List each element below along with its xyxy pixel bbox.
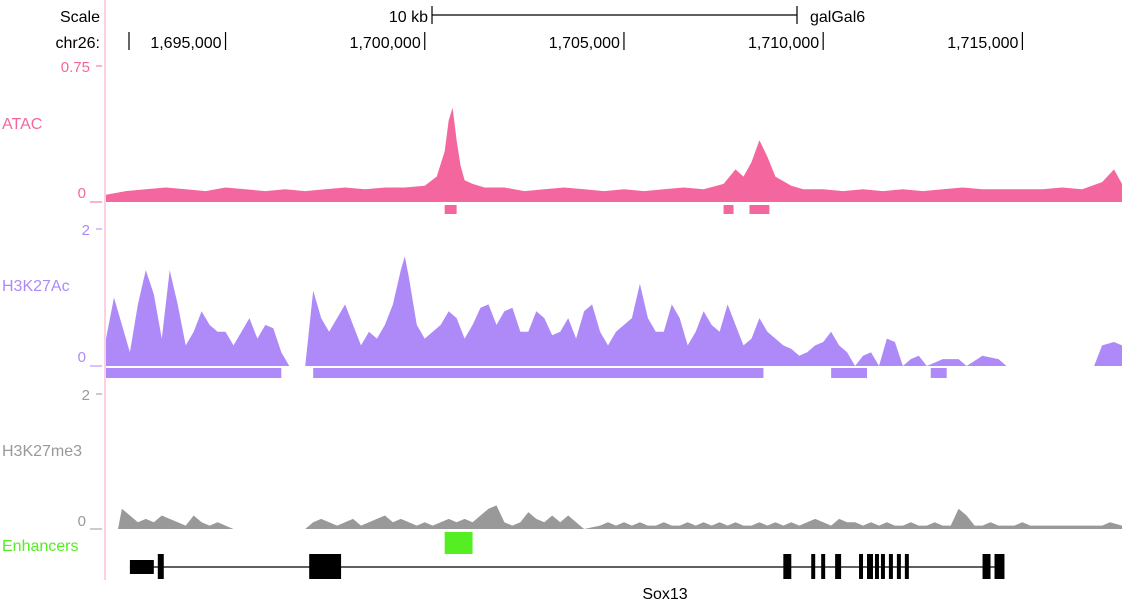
- peak-block: [930, 368, 947, 378]
- gene-exon: [129, 560, 154, 574]
- gene-exon: [896, 554, 901, 579]
- chrom-label: chr26:: [56, 35, 100, 52]
- h3k27ac-ymax-label: 2: [82, 222, 90, 239]
- atac-track-label: ATAC: [2, 116, 42, 133]
- peak-block: [106, 368, 282, 378]
- signal-area-h3k27ac: [106, 256, 1122, 366]
- enhancers-track-label: Enhancers: [2, 538, 79, 555]
- enhancer-block: [444, 532, 473, 554]
- h3k27me3-ymin-label: 0: [78, 513, 86, 530]
- scale-label: Scale: [60, 9, 100, 26]
- h3k27me3-track-label: H3K27me3: [2, 443, 82, 460]
- peak-block: [444, 205, 457, 214]
- peak-block: [313, 368, 764, 378]
- ruler-tick-label: 1,710,000: [748, 35, 819, 52]
- peak-block: [831, 368, 868, 378]
- atac-ymin-label: 0: [78, 185, 86, 202]
- scale-bar: [431, 6, 798, 24]
- gene-exon: [859, 554, 864, 579]
- signal-tracks: [106, 107, 1122, 554]
- gene-exon: [888, 554, 893, 579]
- gene-name-label[interactable]: Sox13: [642, 586, 687, 603]
- gene-exon: [874, 554, 879, 579]
- signal-area-atac: [106, 107, 1122, 202]
- gene-track[interactable]: [129, 554, 1005, 579]
- peak-block: [723, 205, 734, 214]
- gene-exon: [157, 554, 164, 579]
- ruler-tick-label: 1,715,000: [947, 35, 1018, 52]
- assembly-label: galGal6: [810, 9, 865, 26]
- gene-exon: [904, 554, 909, 579]
- y-axis-ticks: [90, 65, 102, 530]
- gene-exon: [835, 554, 842, 579]
- gene-exon: [811, 554, 816, 579]
- gene-exon: [994, 554, 1005, 579]
- scale-bar-label: 10 kb: [389, 9, 428, 26]
- gene-exon: [821, 554, 826, 579]
- h3k27me3-ymax-label: 2: [82, 387, 90, 404]
- atac-ymax-label: 0.75: [61, 59, 90, 76]
- ruler-tick-label: 1,695,000: [150, 35, 221, 52]
- ruler: 1,695,000 1,700,000 1,705,000 1,710,000 1,71…: [150, 32, 1023, 52]
- gene-exon: [309, 554, 342, 579]
- h3k27ac-ymin-label: 0: [78, 349, 86, 366]
- peak-block: [749, 205, 770, 214]
- ruler-tick-label: 1,700,000: [350, 35, 421, 52]
- gene-exon: [880, 554, 885, 579]
- gene-exon: [867, 554, 873, 579]
- gene-exon: [982, 554, 991, 579]
- ruler-tick-label: 1,705,000: [549, 35, 620, 52]
- gene-exon: [783, 554, 792, 579]
- signal-area-h3k27me3: [106, 505, 1122, 529]
- h3k27ac-track-label: H3K27Ac: [2, 278, 70, 295]
